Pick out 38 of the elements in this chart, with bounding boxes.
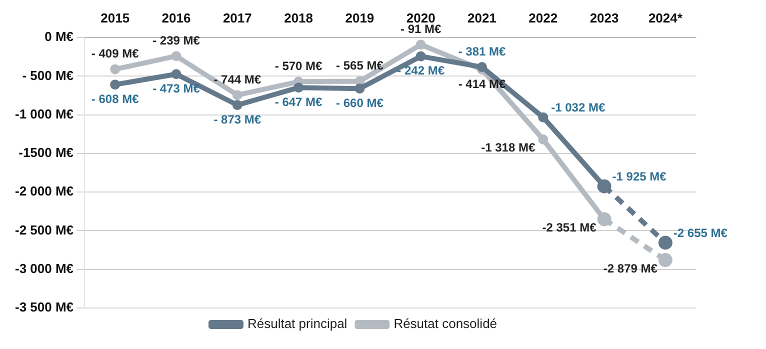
data-label: - 608 M€ <box>91 92 140 106</box>
y-tick-label: -1 000 M€ <box>14 106 74 122</box>
data-label: -1 318 M€ <box>481 140 536 155</box>
legend-label: Résutat consolidé <box>394 316 498 332</box>
data-label: - 473 M€ <box>152 81 200 96</box>
y-tick-label: -3 000 M€ <box>14 260 74 276</box>
data-label: - 744 M€ <box>214 72 262 86</box>
x-tick-label: 2024* <box>648 10 684 26</box>
data-label: - 565 M€ <box>336 58 384 73</box>
data-label: - 381 M€ <box>458 44 506 58</box>
y-tick-label: - 500 M€ <box>22 68 74 83</box>
data-label: - 409 M€ <box>91 46 140 61</box>
data-label: -1 925 M€ <box>612 170 667 184</box>
x-tick-label: 2021 <box>468 10 496 26</box>
x-tick-label: 2019 <box>345 10 374 26</box>
data-label: - 647 M€ <box>274 94 323 109</box>
data-label: - 873 M€ <box>214 112 262 126</box>
x-tick-label: 2018 <box>284 10 314 26</box>
data-label: - 242 M€ <box>397 64 445 78</box>
data-label: - 570 M€ <box>274 58 323 73</box>
y-tick-label: -1500 M€ <box>18 145 74 160</box>
data-label: -2 879 M€ <box>603 261 658 276</box>
x-tick-label: 2023 <box>590 10 619 26</box>
data-label: -2 655 M€ <box>673 226 728 240</box>
legend-label: Résultat principal <box>247 316 348 332</box>
data-label: - 239 M€ <box>152 33 200 48</box>
x-tick-label: 2015 <box>100 10 130 26</box>
y-tick-label: -2 000 M€ <box>14 184 74 199</box>
y-tick-label: -3 500 M€ <box>14 300 74 315</box>
y-tick-label: -2 500 M€ <box>14 222 74 238</box>
y-tick-label: 0 M€ <box>44 29 74 44</box>
x-tick-label: 2017 <box>222 10 252 26</box>
data-label: - 660 M€ <box>336 96 384 110</box>
x-tick-label: 2022 <box>528 10 558 26</box>
x-tick-label: 2016 <box>162 10 191 26</box>
data-label: -1 032 M€ <box>551 100 606 115</box>
data-label: - 414 M€ <box>458 76 506 91</box>
data-label: -2 351 M€ <box>542 220 597 235</box>
